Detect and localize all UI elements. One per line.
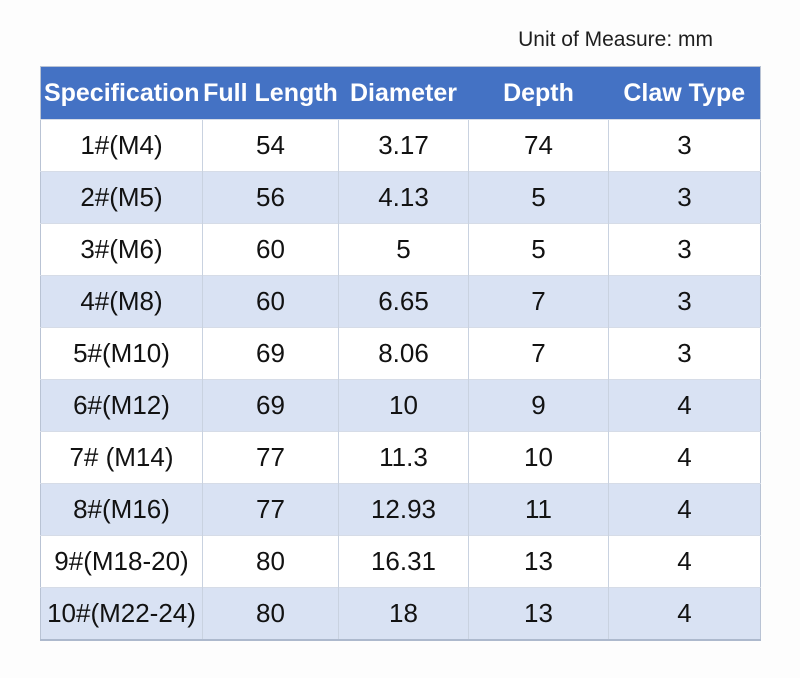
cell-depth: 74 <box>468 119 609 172</box>
cell-full-length: 54 <box>202 119 339 172</box>
cell-diameter: 6.65 <box>338 275 469 328</box>
cell-full-length: 69 <box>202 379 339 432</box>
cell-claw-type: 4 <box>608 587 761 640</box>
table-row: 8#(M16) 77 12.93 11 4 <box>40 483 761 536</box>
cell-depth: 7 <box>468 327 609 380</box>
cell-specification: 7# (M14) <box>40 431 203 484</box>
cell-full-length: 60 <box>202 223 339 276</box>
cell-full-length: 77 <box>202 483 339 536</box>
cell-specification: 1#(M4) <box>40 119 203 172</box>
cell-full-length: 80 <box>202 587 339 640</box>
cell-claw-type: 4 <box>608 379 761 432</box>
cell-specification: 9#(M18-20) <box>40 535 203 588</box>
cell-diameter: 5 <box>338 223 469 276</box>
header-cell-full-length: Full Length <box>202 66 339 120</box>
header-cell-diameter: Diameter <box>338 66 469 120</box>
cell-full-length: 77 <box>202 431 339 484</box>
table-row: 2#(M5) 56 4.13 5 3 <box>40 171 761 224</box>
table-row: 10#(M22-24) 80 18 13 4 <box>40 587 761 640</box>
header-cell-specification: Specification <box>40 66 203 120</box>
cell-specification: 2#(M5) <box>40 171 203 224</box>
cell-depth: 13 <box>468 535 609 588</box>
cell-depth: 10 <box>468 431 609 484</box>
cell-full-length: 60 <box>202 275 339 328</box>
cell-specification: 10#(M22-24) <box>40 587 203 640</box>
table-row: 1#(M4) 54 3.17 74 3 <box>40 119 761 172</box>
cell-depth: 7 <box>468 275 609 328</box>
cell-claw-type: 3 <box>608 223 761 276</box>
cell-diameter: 8.06 <box>338 327 469 380</box>
cell-diameter: 12.93 <box>338 483 469 536</box>
unit-of-measure-label: Unit of Measure: mm <box>518 28 713 51</box>
cell-full-length: 69 <box>202 327 339 380</box>
table-header-row: Specification Full Length Diameter Depth… <box>40 66 761 120</box>
cell-diameter: 10 <box>338 379 469 432</box>
table-row: 9#(M18-20) 80 16.31 13 4 <box>40 535 761 588</box>
cell-specification: 4#(M8) <box>40 275 203 328</box>
cell-full-length: 80 <box>202 535 339 588</box>
cell-diameter: 4.13 <box>338 171 469 224</box>
table-row: 6#(M12) 69 10 9 4 <box>40 379 761 432</box>
cell-claw-type: 3 <box>608 327 761 380</box>
table-row: 4#(M8) 60 6.65 7 3 <box>40 275 761 328</box>
cell-depth: 9 <box>468 379 609 432</box>
cell-claw-type: 3 <box>608 275 761 328</box>
cell-depth: 11 <box>468 483 609 536</box>
cell-specification: 8#(M16) <box>40 483 203 536</box>
cell-full-length: 56 <box>202 171 339 224</box>
header-cell-depth: Depth <box>468 66 609 120</box>
cell-diameter: 11.3 <box>338 431 469 484</box>
table-row: 5#(M10) 69 8.06 7 3 <box>40 327 761 380</box>
cell-specification: 5#(M10) <box>40 327 203 380</box>
cell-claw-type: 4 <box>608 535 761 588</box>
cell-specification: 6#(M12) <box>40 379 203 432</box>
spec-table: Specification Full Length Diameter Depth… <box>40 66 761 641</box>
table-row: 3#(M6) 60 5 5 3 <box>40 223 761 276</box>
cell-depth: 5 <box>468 223 609 276</box>
table-row: 7# (M14) 77 11.3 10 4 <box>40 431 761 484</box>
cell-diameter: 16.31 <box>338 535 469 588</box>
header-cell-claw-type: Claw Type <box>608 66 761 120</box>
cell-diameter: 18 <box>338 587 469 640</box>
cell-depth: 13 <box>468 587 609 640</box>
cell-claw-type: 4 <box>608 483 761 536</box>
cell-claw-type: 3 <box>608 119 761 172</box>
cell-depth: 5 <box>468 171 609 224</box>
cell-diameter: 3.17 <box>338 119 469 172</box>
cell-specification: 3#(M6) <box>40 223 203 276</box>
cell-claw-type: 4 <box>608 431 761 484</box>
cell-claw-type: 3 <box>608 171 761 224</box>
